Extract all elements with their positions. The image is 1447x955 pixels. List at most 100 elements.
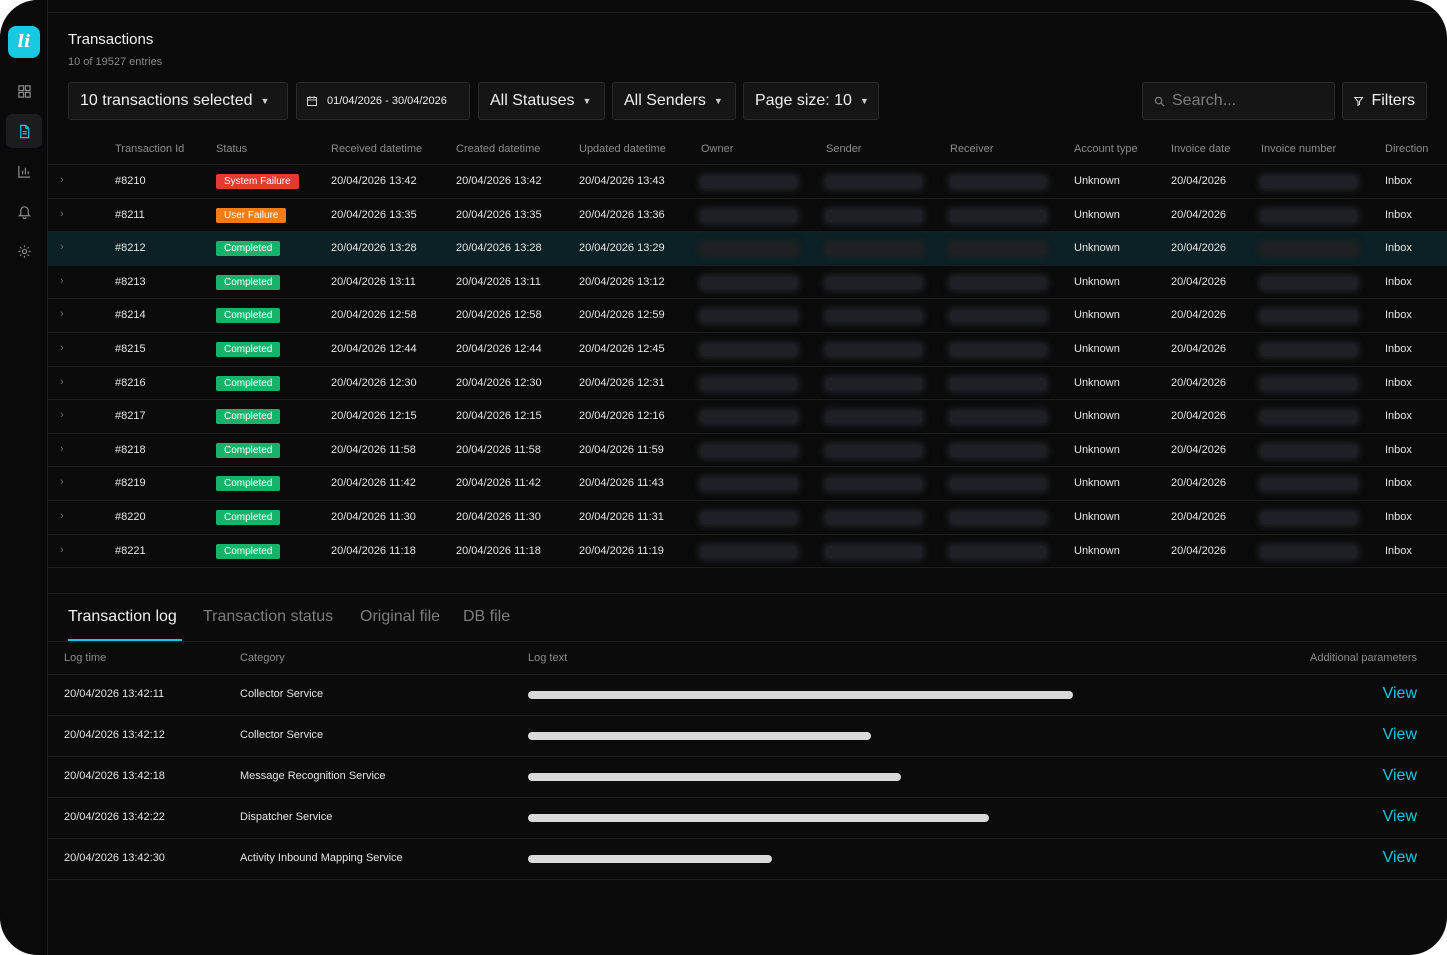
cell-received: 20/04/2026 13:42 [331, 175, 417, 187]
redacted-cell [701, 478, 797, 491]
table-row[interactable]: › #8221 20/04/2026 11:18 20/04/2026 11:18 20… [48, 535, 1447, 569]
table-row[interactable]: › #8220 20/04/2026 11:30 20/04/2026 11:30 20… [48, 501, 1447, 535]
table-row[interactable]: › #8217 20/04/2026 12:15 20/04/2026 12:15 20… [48, 400, 1447, 434]
page-size-dropdown[interactable]: Page size: 10 ▼ [743, 82, 879, 120]
redacted-cell [826, 243, 922, 256]
column-header[interactable]: Account type [1074, 143, 1138, 155]
view-link[interactable]: View [1382, 808, 1417, 825]
log-row: 20/04/2026 13:42:30 Activity Inbound Mapp… [48, 839, 1447, 880]
tab-transaction-status[interactable]: Transaction status [203, 608, 334, 625]
chevron-right-icon[interactable]: › [60, 308, 64, 321]
cell-account-type: Unknown [1074, 208, 1120, 221]
redacted-cell [950, 310, 1046, 323]
column-header[interactable]: Received datetime [331, 143, 423, 155]
filter-icon [1354, 96, 1364, 107]
status-badge: System Failure [216, 174, 299, 189]
calendar-icon [307, 96, 317, 106]
search-input[interactable]: Search... [1142, 82, 1335, 120]
redacted-cell [701, 276, 797, 289]
column-header[interactable]: Invoice date [1171, 143, 1231, 155]
cell-account-type: Unknown [1074, 410, 1120, 423]
cell-updated: 20/04/2026 11:31 [579, 510, 664, 523]
cell-account-type: Unknown [1074, 175, 1120, 187]
cell-updated: 20/04/2026 12:16 [579, 410, 665, 423]
gear-icon[interactable] [6, 234, 42, 268]
column-header[interactable]: Owner [701, 143, 734, 155]
chevron-right-icon[interactable]: › [60, 174, 64, 186]
cell-direction: Inbox [1385, 275, 1412, 288]
dashboard-icon[interactable] [6, 74, 42, 108]
table-row[interactable]: › #8219 20/04/2026 11:42 20/04/2026 11:42 20… [48, 467, 1447, 501]
selection-dropdown[interactable]: 10 transactions selected ▼ [68, 82, 288, 120]
sender-filter-dropdown[interactable]: All Senders ▼ [612, 82, 736, 120]
cell-invoice-date: 20/04/2026 [1171, 376, 1227, 389]
sidebar: li [0, 0, 48, 955]
cell-direction: Inbox [1385, 309, 1412, 322]
cell-created: 20/04/2026 13:42 [456, 175, 542, 187]
status-filter-dropdown[interactable]: All Statuses ▼ [478, 82, 605, 120]
tab-db-file[interactable]: DB file [463, 608, 511, 625]
redacted-cell [701, 545, 797, 558]
view-link[interactable]: View [1382, 849, 1417, 866]
view-link[interactable]: View [1382, 685, 1417, 702]
chevron-right-icon[interactable]: › [60, 509, 64, 522]
cell-updated: 20/04/2026 13:36 [579, 208, 665, 221]
column-header[interactable]: Sender [826, 143, 862, 155]
column-header[interactable]: Direction [1385, 143, 1429, 155]
cell-invoice-date: 20/04/2026 [1171, 309, 1227, 322]
log-header: Log time Category Log text Additional pa… [48, 642, 1447, 675]
bell-icon[interactable] [6, 194, 42, 228]
cell-account-type: Unknown [1074, 275, 1120, 288]
cell-invoice-date: 20/04/2026 [1171, 342, 1227, 355]
chevron-right-icon[interactable]: › [60, 274, 64, 287]
redacted-cell [826, 276, 922, 289]
column-header[interactable]: Status [216, 143, 248, 155]
table-row[interactable]: › #8216 20/04/2026 12:30 20/04/2026 12:30 20… [48, 367, 1447, 401]
filters-button[interactable]: Filters [1342, 82, 1427, 120]
table-row[interactable]: › #8211 20/04/2026 13:35 20/04/2026 13:35 20… [48, 199, 1447, 233]
date-range-picker[interactable]: 01/04/2026 - 30/04/2026 [296, 82, 470, 120]
column-header[interactable]: Created datetime [456, 143, 541, 155]
tab-original-file[interactable]: Original file [360, 608, 441, 625]
table-row[interactable]: › #8214 20/04/2026 12:58 20/04/2026 12:58 20… [48, 299, 1447, 333]
cell-invoice-date: 20/04/2026 [1171, 208, 1227, 221]
tab-transaction-log[interactable]: Transaction log [68, 608, 177, 625]
column-header[interactable]: Invoice number [1261, 143, 1337, 155]
log-text-redacted [528, 773, 901, 781]
column-header: Category [240, 652, 285, 664]
table-row[interactable]: › #8215 20/04/2026 12:44 20/04/2026 12:44 20… [48, 333, 1447, 367]
cell-direction: Inbox [1385, 544, 1412, 557]
chevron-right-icon[interactable]: › [60, 476, 64, 489]
chevron-right-icon[interactable]: › [60, 442, 64, 455]
cell-received: 20/04/2026 11:30 [331, 510, 416, 523]
log-text-redacted [528, 691, 1073, 699]
table-row[interactable]: › #8213 20/04/2026 13:11 20/04/2026 13:11 20… [48, 266, 1447, 300]
status-badge: Completed [216, 509, 281, 525]
chevron-right-icon[interactable]: › [60, 543, 64, 556]
column-header[interactable]: Updated datetime [579, 143, 666, 155]
column-header[interactable]: Receiver [950, 143, 994, 155]
chevron-right-icon[interactable]: › [60, 375, 64, 388]
cell-account-type: Unknown [1074, 544, 1120, 557]
chevron-right-icon[interactable]: › [60, 207, 64, 220]
document-icon[interactable] [6, 114, 42, 148]
view-link[interactable]: View [1382, 767, 1417, 784]
chart-icon[interactable] [6, 154, 42, 188]
redacted-cell [950, 478, 1046, 491]
redacted-cell [701, 377, 797, 390]
app-logo[interactable]: li [8, 26, 40, 58]
chevron-right-icon[interactable]: › [60, 341, 64, 354]
main-content: Transactions 10 of 19527 entries 10 tran… [48, 12, 1447, 955]
chevron-right-icon[interactable]: › [60, 409, 64, 422]
view-link[interactable]: View [1382, 726, 1417, 743]
cell-received: 20/04/2026 12:30 [331, 376, 417, 389]
table-row[interactable]: › #8218 20/04/2026 11:58 20/04/2026 11:58 20… [48, 434, 1447, 468]
column-header: Log text [528, 652, 568, 664]
redacted-cell [1261, 209, 1357, 222]
table-row[interactable]: › #8210 20/04/2026 13:42 20/04/2026 13:42 20… [48, 165, 1447, 199]
column-header[interactable]: Transaction Id [115, 143, 185, 155]
table-row[interactable]: › #8212 20/04/2026 13:28 20/04/2026 13:28 20… [48, 232, 1447, 266]
chevron-right-icon[interactable]: › [60, 241, 64, 254]
cell-direction: Inbox [1385, 443, 1412, 456]
log-row: 20/04/2026 13:42:18 Message Recognition S… [48, 757, 1447, 798]
